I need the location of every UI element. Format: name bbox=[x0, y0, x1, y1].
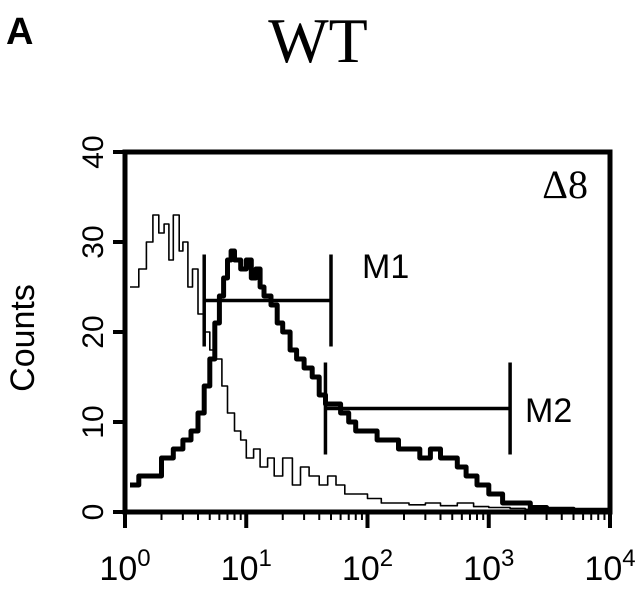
y-tick-label: 20 bbox=[77, 315, 110, 348]
y-tick-label: 30 bbox=[77, 225, 110, 258]
y-tick-label: 40 bbox=[77, 135, 110, 168]
marker-m1: M1 bbox=[202, 248, 409, 347]
panel-label: A bbox=[6, 11, 33, 53]
x-tick-label: 103 bbox=[463, 545, 514, 588]
y-axis-label: Counts bbox=[4, 284, 42, 392]
x-tick-label: 100 bbox=[99, 545, 150, 588]
y-tick-label: 0 bbox=[77, 504, 110, 521]
marker-m2: M2 bbox=[323, 362, 572, 455]
chart-annotation: Δ8 bbox=[542, 162, 588, 207]
chart-title: WT bbox=[268, 5, 368, 76]
plot-frame bbox=[122, 149, 613, 515]
marker-label: M2 bbox=[525, 392, 572, 430]
y-tick-label: 10 bbox=[77, 405, 110, 438]
x-tick-label: 102 bbox=[342, 545, 393, 588]
histogram-series-thick bbox=[130, 248, 610, 513]
marker-label: M1 bbox=[362, 248, 409, 286]
histogram-series-thin bbox=[130, 214, 610, 511]
x-tick-label: 101 bbox=[221, 545, 272, 588]
x-tick-label: 104 bbox=[584, 545, 635, 588]
